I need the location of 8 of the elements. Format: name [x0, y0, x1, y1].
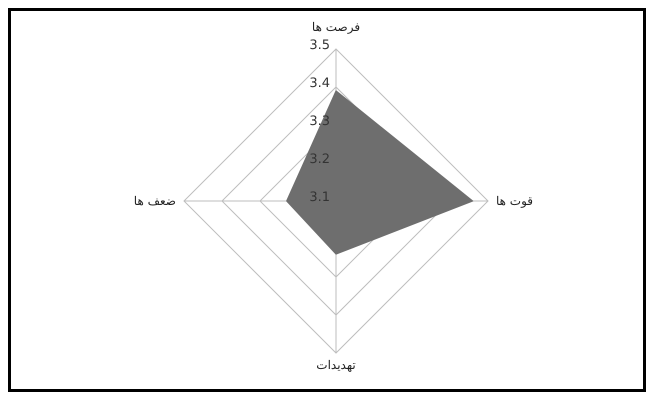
spoke-label: تهدیدات: [316, 358, 356, 372]
spoke-label: قوت ها: [496, 194, 534, 208]
y-tick-label: 3.5: [309, 38, 330, 53]
spoke-label: ضعف ها: [134, 194, 176, 208]
y-tick-label: 3.2: [309, 152, 330, 167]
y-tick-label: 3.1: [309, 190, 330, 205]
spoke-label: فرصت ها: [312, 20, 360, 34]
y-tick-label: 3.4: [309, 76, 330, 91]
